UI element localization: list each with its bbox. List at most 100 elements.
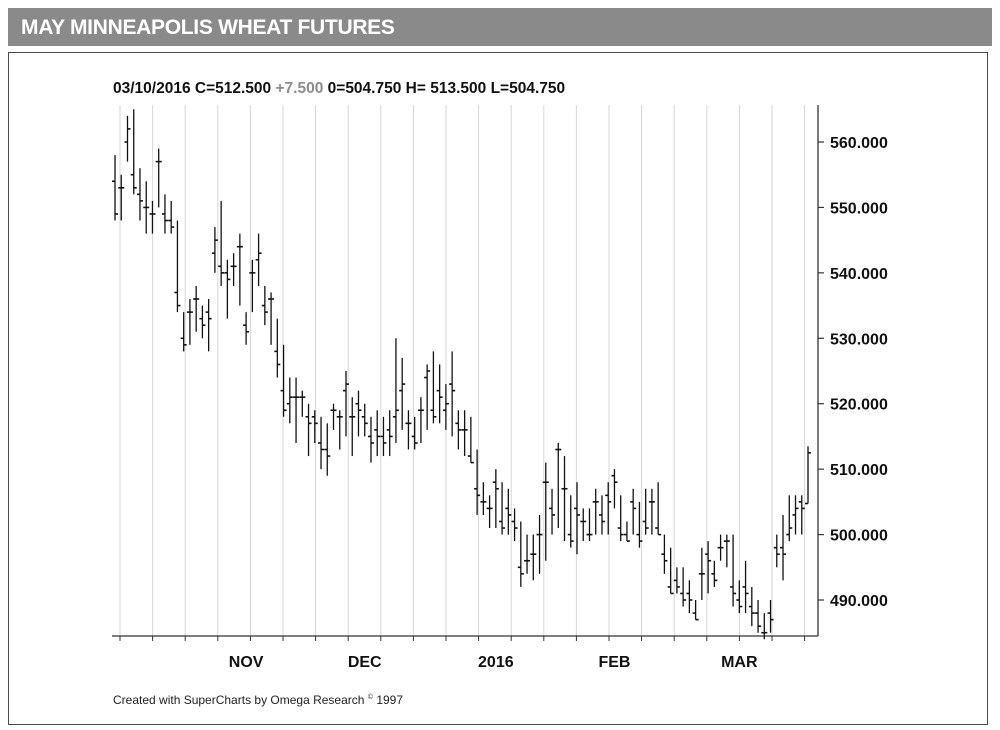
ohlc-bar (623, 521, 630, 542)
readout-open: 0=504.750 (327, 80, 402, 97)
ohlc-bar (723, 534, 730, 568)
ohlc-bar (193, 285, 200, 332)
ohlc-bar (205, 299, 212, 352)
ohlc-bar (249, 259, 256, 313)
ohlc-bar (168, 200, 175, 234)
ohlc-bar (511, 508, 518, 542)
ohlc-bar (717, 534, 724, 561)
ohlc-bar (411, 416, 418, 450)
ohlc-bar (430, 351, 437, 424)
ohlc-bar (118, 174, 125, 221)
y-tick-label: 550.000 (830, 200, 888, 217)
ohlc-bar (455, 410, 462, 450)
ohlc-bar (780, 514, 787, 581)
credit-line: Created with SuperCharts by Omega Resear… (113, 693, 403, 707)
ohlc-bar (561, 456, 568, 542)
ohlc-bar (405, 410, 412, 450)
ohlc-bar (786, 495, 793, 542)
ohlc-bar (268, 292, 275, 345)
ohlc-bar (224, 259, 231, 319)
ohlc-bar (505, 488, 512, 535)
x-tick-label: MAR (721, 654, 758, 671)
ohlc-bar (598, 495, 605, 535)
y-tick-label: 490.000 (830, 593, 888, 610)
ohlc-bar (667, 547, 674, 595)
ohlc-bar (355, 390, 362, 437)
ohlc-bar (742, 560, 749, 614)
ohlc-bar (767, 600, 774, 633)
ohlc-bar (661, 534, 668, 574)
ohlc-bar (380, 416, 387, 457)
credit-year: 1997 (376, 693, 404, 707)
ohlc-bar (574, 482, 580, 555)
ohlc-bar (680, 567, 687, 607)
ohlc-bar (261, 285, 268, 326)
y-tick-label: 560.000 (830, 135, 888, 152)
ohlc-bar (586, 508, 593, 542)
ohlc-bar (318, 416, 325, 470)
ohlc-bar (349, 397, 356, 457)
ohlc-bar (642, 488, 649, 535)
ohlc-bar (673, 567, 680, 594)
y-tick-label: 510.000 (830, 462, 888, 479)
ohlc-bar (392, 338, 399, 443)
ohlc-bar (161, 194, 168, 234)
x-tick-label: 2016 (478, 654, 514, 671)
x-tick-label: FEB (598, 654, 630, 671)
ohlc-bar (336, 410, 343, 450)
ohlc-bar (149, 200, 156, 234)
ohlc-bar (449, 351, 456, 437)
ohlc-bar (467, 416, 474, 464)
ohlc-bar (549, 488, 556, 535)
y-tick-label: 500.000 (830, 528, 888, 545)
ohlc-bar (580, 508, 587, 542)
ohlc-bar (798, 495, 805, 535)
ohlc-bar (655, 482, 662, 536)
ohlc-readout: 03/10/2016 C=512.500 +7.500 0=504.750 H=… (113, 80, 565, 98)
ohlc-bar (480, 482, 487, 515)
readout-change: +7.500 (275, 80, 324, 97)
ohlc-bar (293, 377, 300, 443)
credit-text: Created with SuperCharts by Omega Resear… (113, 693, 365, 707)
ohlc-bar (692, 600, 699, 621)
chart-frame (8, 52, 988, 725)
ohlc-bar (492, 469, 499, 529)
ohlc-bar (474, 449, 481, 515)
ohlc-bar (499, 482, 506, 535)
ohlc-bar (686, 580, 693, 614)
ohlc-bar (211, 227, 218, 273)
ohlc-bar (243, 312, 250, 345)
ohlc-bar (748, 586, 755, 627)
ohlc-bar (305, 403, 312, 457)
ohlc-bar (773, 534, 780, 568)
ohlc-bar (230, 253, 237, 286)
ohlc-bar (218, 200, 225, 286)
ohlc-bar (611, 469, 618, 509)
ohlc-bar (180, 312, 187, 352)
ohlc-bar (605, 482, 612, 535)
ohlc-bar (299, 390, 306, 417)
readout-date: 03/10/2016 (113, 80, 191, 97)
copyright-symbol: © (367, 694, 373, 701)
ohlc-bar (542, 462, 549, 561)
ohlc-bar (592, 488, 599, 535)
ohlc-bar (174, 220, 181, 313)
ohlc-bar (630, 488, 637, 535)
ohlc-bar (530, 534, 537, 581)
ohlc-bar (274, 318, 281, 378)
ohlc-bar (711, 560, 718, 587)
readout-close: C=512.500 (194, 80, 272, 97)
chart-title: MAY MINNEAPOLIS WHEAT FUTURES (21, 16, 395, 39)
ohlc-bar (399, 357, 406, 430)
ohlc-bar (324, 423, 331, 476)
ohlc-bar (698, 547, 705, 600)
x-tick-label: DEC (348, 654, 382, 671)
ohlc-bar (255, 233, 262, 286)
ohlc-bar (648, 488, 655, 535)
y-tick-label: 530.000 (830, 331, 888, 348)
ohlc-bar (524, 534, 531, 574)
ohlc-bar (567, 495, 574, 548)
ohlc-bar (755, 600, 762, 633)
ohlc-bar (636, 501, 643, 548)
